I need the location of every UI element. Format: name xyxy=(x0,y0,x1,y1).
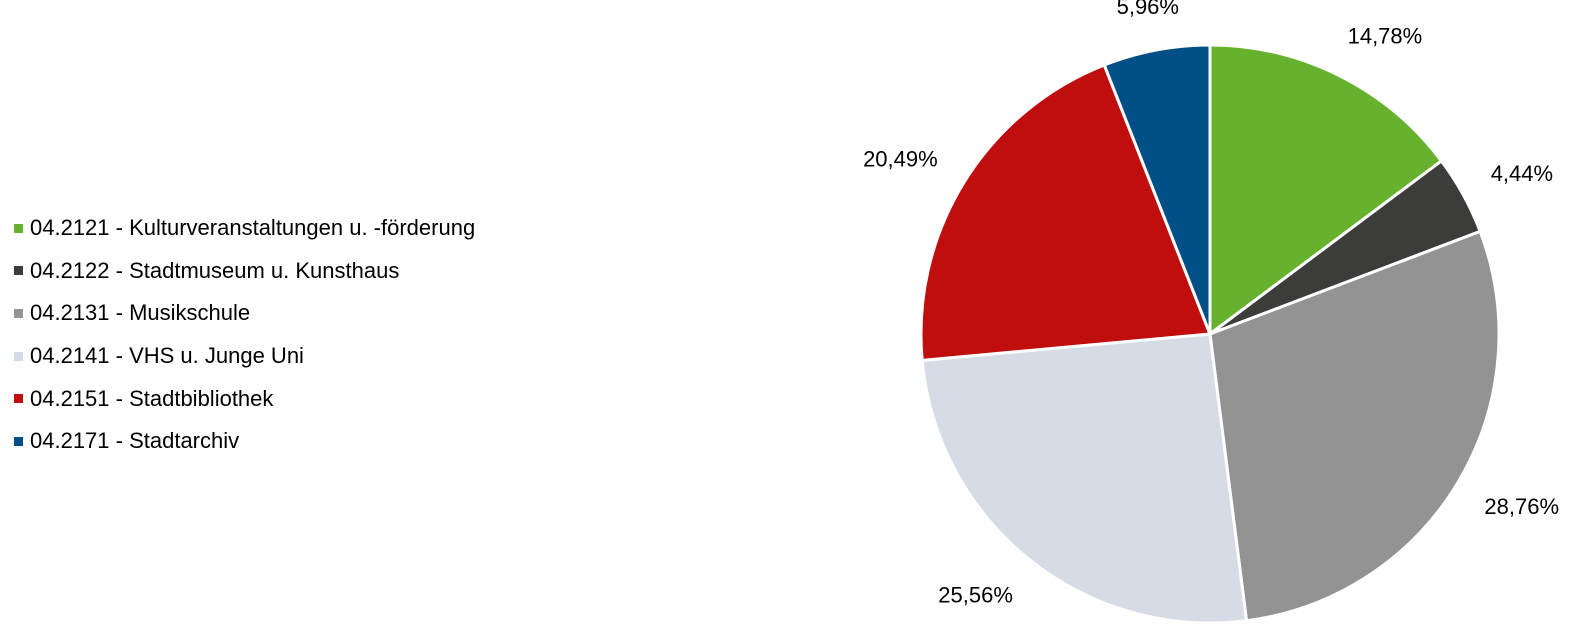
legend-label-stadtmuseum: 04.2122 - Stadtmuseum u. Kunsthaus xyxy=(30,257,400,283)
legend-swatch-kulturveranstaltungen xyxy=(14,223,23,233)
legend: 04.2121 - Kulturveranstaltungen u. -förd… xyxy=(14,207,475,463)
legend-label-musikschule: 04.2131 - Musikschule xyxy=(30,300,251,326)
legend-item-stadtmuseum: 04.2122 - Stadtmuseum u. Kunsthaus xyxy=(14,250,475,293)
data-label-1: 4,44% xyxy=(1491,161,1553,186)
pie-slice-4 xyxy=(919,63,1212,362)
data-label-5: 5,96% xyxy=(1117,0,1179,19)
pie-slice-3 xyxy=(920,332,1248,624)
legend-label-stadtbibliothek: 04.2151 - Stadtbibliothek xyxy=(30,385,274,411)
legend-label-stadtarchiv: 04.2171 - Stadtarchiv xyxy=(30,428,240,454)
legend-swatch-stadtarchiv xyxy=(14,436,23,446)
legend-label-kulturveranstaltungen: 04.2121 - Kulturveranstaltungen u. -förd… xyxy=(30,215,476,241)
data-label-3: 25,56% xyxy=(938,583,1013,608)
pie-slice-0 xyxy=(1208,43,1443,336)
pie-slice-2 xyxy=(1208,229,1501,623)
legend-item-stadtbibliothek: 04.2151 - Stadtbibliothek xyxy=(14,377,475,420)
legend-swatch-stadtmuseum xyxy=(14,266,23,276)
data-label-2: 28,76% xyxy=(1484,494,1559,519)
data-label-0: 14,78% xyxy=(1348,23,1423,48)
pie-data-labels: 14,78% 4,44% 28,76% 25,56% 20,49% 5,96% xyxy=(863,0,1559,608)
legend-swatch-musikschule xyxy=(14,308,23,318)
legend-item-musikschule: 04.2131 - Musikschule xyxy=(14,292,475,335)
legend-label-vhs: 04.2141 - VHS u. Junge Uni xyxy=(30,343,304,369)
pie-slice-5 xyxy=(1102,43,1212,336)
legend-swatch-vhs xyxy=(14,351,23,361)
legend-swatch-stadtbibliothek xyxy=(14,394,23,404)
legend-item-kulturveranstaltungen: 04.2121 - Kulturveranstaltungen u. -förd… xyxy=(14,207,475,250)
legend-item-stadtarchiv: 04.2171 - Stadtarchiv xyxy=(14,420,475,463)
pie-slices xyxy=(919,43,1501,624)
legend-item-vhs: 04.2141 - VHS u. Junge Uni xyxy=(14,335,475,378)
data-label-4: 20,49% xyxy=(863,147,938,172)
